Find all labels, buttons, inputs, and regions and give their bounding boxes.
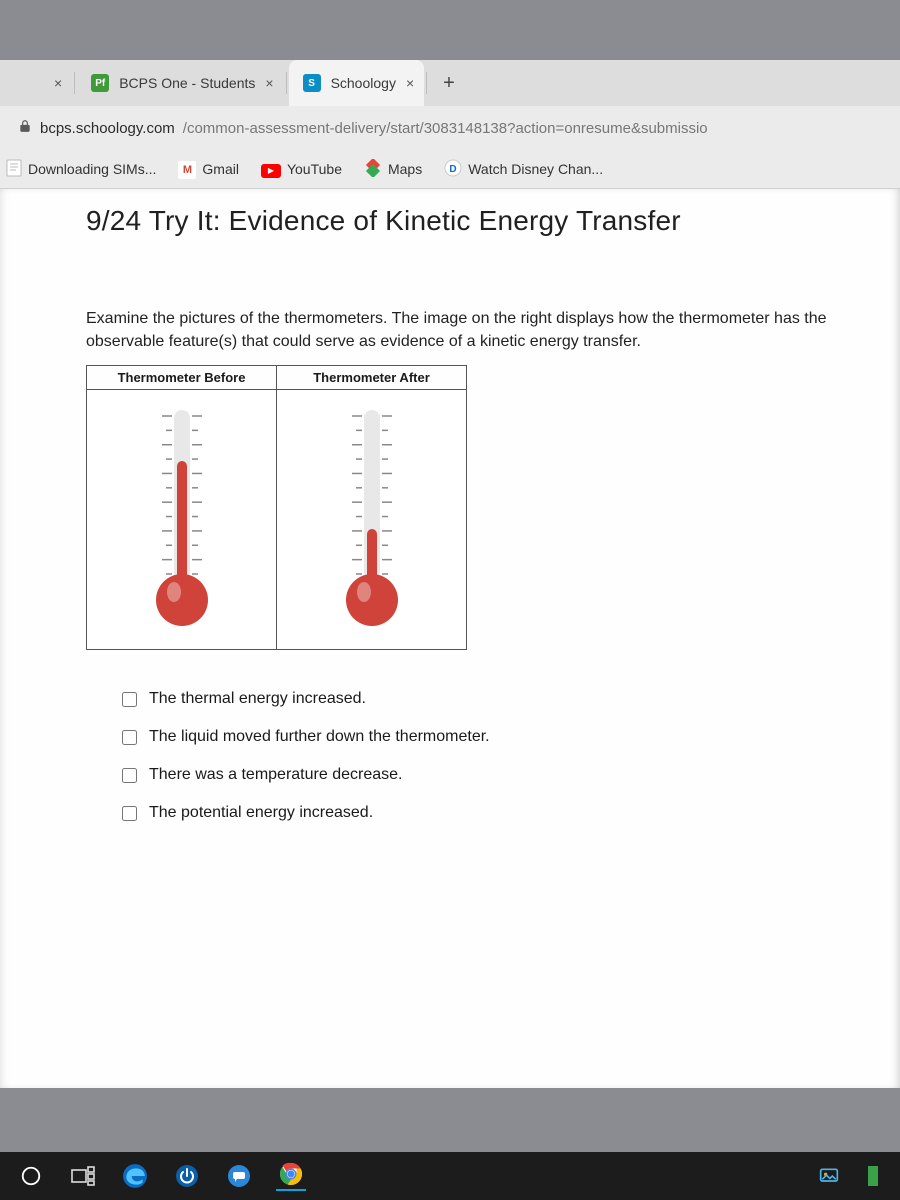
option-label: There was a temperature decrease. bbox=[149, 766, 402, 784]
page-title: 9/24 Try It: Evidence of Kinetic Energy … bbox=[86, 205, 900, 237]
bookmark-icon: M bbox=[178, 160, 196, 179]
tab-separator bbox=[426, 72, 427, 94]
svg-text:D: D bbox=[450, 164, 457, 175]
address-bar: bcps.schoology.com/common-assessment-del… bbox=[0, 106, 900, 150]
page-content: 9/24 Try It: Evidence of Kinetic Energy … bbox=[0, 188, 900, 1088]
thermometer-table: Thermometer Before Thermometer After bbox=[86, 365, 467, 650]
close-icon[interactable]: × bbox=[406, 75, 414, 91]
tab-separator bbox=[286, 72, 287, 94]
close-icon[interactable]: × bbox=[54, 75, 62, 91]
bookmark-item[interactable]: ▶ YouTube bbox=[261, 160, 342, 178]
tray-icon[interactable] bbox=[818, 1165, 840, 1187]
table-header: Thermometer After bbox=[277, 366, 467, 390]
option-checkbox[interactable] bbox=[122, 768, 137, 783]
tab-item[interactable]: Pf BCPS One - Students × bbox=[77, 60, 283, 106]
bookmark-label: YouTube bbox=[287, 161, 342, 177]
bookmark-item[interactable]: D Watch Disney Chan... bbox=[444, 159, 603, 180]
answer-option[interactable]: The potential energy increased. bbox=[122, 804, 900, 822]
option-label: The thermal energy increased. bbox=[149, 690, 366, 708]
bookmark-icon: D bbox=[444, 159, 462, 180]
tab-title: Schoology bbox=[331, 75, 396, 91]
tab-item[interactable]: S Schoology × bbox=[289, 60, 425, 106]
tab-favicon: Pf bbox=[91, 74, 109, 92]
tab-separator bbox=[74, 72, 75, 94]
edge-icon[interactable] bbox=[120, 1161, 150, 1191]
bookmark-icon: ▶ bbox=[261, 160, 281, 178]
bookmark-item[interactable]: M Gmail bbox=[178, 160, 239, 179]
thermometer-after-cell bbox=[277, 390, 467, 650]
bookmark-item[interactable]: Downloading SIMs... bbox=[6, 159, 156, 180]
chrome-icon[interactable] bbox=[276, 1161, 306, 1191]
cortana-button[interactable] bbox=[16, 1161, 46, 1191]
answer-option[interactable]: There was a temperature decrease. bbox=[122, 766, 900, 784]
bookmark-label: Maps bbox=[388, 161, 422, 177]
bookmark-icon bbox=[6, 159, 22, 180]
thermometer-icon bbox=[332, 400, 412, 640]
answer-option[interactable]: The thermal energy increased. bbox=[122, 690, 900, 708]
browser-window: × Pf BCPS One - Students × S Schoology ×… bbox=[0, 60, 900, 1088]
thermometer-before-cell bbox=[87, 390, 277, 650]
bookmark-item[interactable]: Maps bbox=[364, 159, 422, 180]
option-checkbox[interactable] bbox=[122, 692, 137, 707]
url-path: /common-assessment-delivery/start/308314… bbox=[183, 120, 708, 137]
option-checkbox[interactable] bbox=[122, 806, 137, 821]
table-header: Thermometer Before bbox=[87, 366, 277, 390]
bookmark-label: Gmail bbox=[202, 161, 239, 177]
task-view-button[interactable] bbox=[68, 1161, 98, 1191]
question-text: Examine the pictures of the thermometers… bbox=[86, 307, 900, 353]
option-checkbox[interactable] bbox=[122, 730, 137, 745]
tab-item[interactable]: × bbox=[40, 60, 72, 106]
answer-options: The thermal energy increased. The liquid … bbox=[86, 690, 900, 822]
bookmark-label: Watch Disney Chan... bbox=[468, 161, 603, 177]
tab-strip: × Pf BCPS One - Students × S Schoology ×… bbox=[0, 60, 900, 106]
new-tab-button[interactable]: + bbox=[429, 72, 469, 95]
bookmark-label: Downloading SIMs... bbox=[28, 161, 156, 177]
answer-option[interactable]: The liquid moved further down the thermo… bbox=[122, 728, 900, 746]
tab-favicon: S bbox=[303, 74, 321, 92]
tab-title: BCPS One - Students bbox=[119, 75, 255, 91]
tray-icon[interactable] bbox=[862, 1165, 884, 1187]
url-display[interactable]: bcps.schoology.com/common-assessment-del… bbox=[10, 119, 708, 137]
option-label: The potential energy increased. bbox=[149, 804, 373, 822]
bookmark-icon bbox=[364, 159, 382, 180]
windows-taskbar bbox=[0, 1152, 900, 1200]
power-icon[interactable] bbox=[172, 1161, 202, 1191]
close-icon[interactable]: × bbox=[265, 75, 273, 91]
thermometer-icon bbox=[142, 400, 222, 640]
option-label: The liquid moved further down the thermo… bbox=[149, 728, 490, 746]
chat-icon[interactable] bbox=[224, 1161, 254, 1191]
bookmarks-bar: Downloading SIMs... M Gmail ▶ YouTube Maps D Wa… bbox=[0, 150, 900, 188]
url-host: bcps.schoology.com bbox=[40, 120, 175, 137]
lock-icon bbox=[18, 119, 32, 137]
